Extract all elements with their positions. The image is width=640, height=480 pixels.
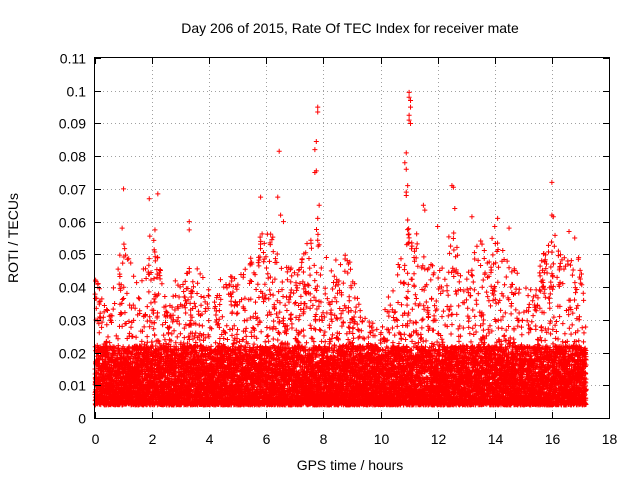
data-point (96, 301, 102, 307)
data-point (101, 309, 107, 315)
chart-title: Day 206 of 2015, Rate Of TEC Index for r… (181, 20, 519, 36)
data-point (95, 281, 101, 287)
data-point (98, 315, 104, 321)
data-point (96, 330, 102, 336)
data-point (94, 295, 100, 301)
data-point (103, 358, 109, 364)
data-point (99, 319, 105, 325)
data-point (96, 321, 102, 327)
data-point (97, 310, 103, 316)
data-point (104, 322, 110, 328)
data-point (105, 334, 111, 340)
data-point (101, 303, 107, 309)
data-point (92, 291, 98, 297)
data-point (104, 308, 110, 314)
data-point (104, 306, 110, 312)
data-point (99, 324, 105, 330)
data-points (92, 89, 589, 408)
data-point (100, 314, 106, 320)
data-point (99, 296, 105, 302)
